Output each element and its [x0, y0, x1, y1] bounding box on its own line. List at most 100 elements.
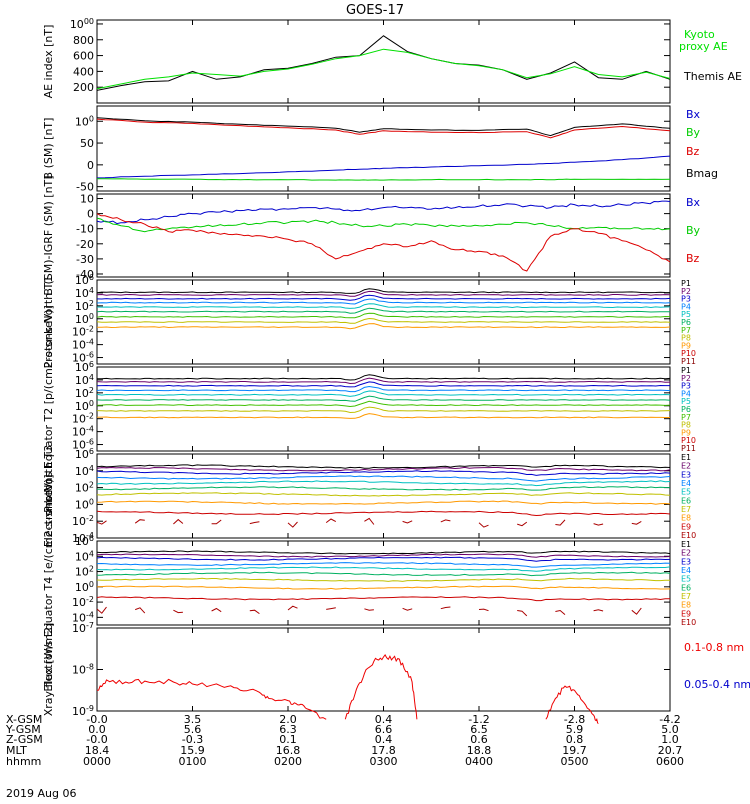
series-line-by	[97, 178, 671, 181]
series-line-bz	[96, 118, 671, 139]
y-tick-label: 100	[75, 579, 94, 594]
series-line-p9	[96, 413, 670, 419]
footer-value: 5.6	[184, 723, 202, 736]
y-tick-label: 106	[75, 534, 94, 549]
series-line-bx	[96, 155, 671, 179]
legend-label: Bz	[686, 145, 700, 158]
footer-value: 0500	[561, 755, 589, 768]
legend-label: Bx	[686, 196, 701, 209]
legend-label: 0.1-0.8 nm	[684, 641, 744, 654]
panel-ae: 200 400 600 800 1000 AE index [nT] Kyotoproxy …	[42, 16, 742, 104]
series-line-p7	[96, 312, 671, 319]
footer-value: 1.0	[661, 733, 679, 746]
footer-value: 0.0	[88, 723, 106, 736]
plot-title: GOES-17	[346, 3, 404, 18]
series-line-p1	[96, 288, 671, 294]
series-line-e3	[96, 470, 671, 476]
series-line-p8	[96, 406, 671, 414]
y-tick-label: 10-2	[72, 595, 94, 610]
y-axis-label: Protons North T1	[42, 276, 55, 369]
y-axis-label: Xray flux [W/m2]	[42, 623, 55, 717]
footer-value: 0400	[465, 755, 493, 768]
legend-label: P4	[681, 389, 691, 398]
series-line-e2	[96, 553, 671, 558]
series-line-p3	[96, 381, 670, 388]
panel-frame	[96, 193, 671, 278]
footer-value: 16.8	[276, 744, 301, 757]
legend-label-proxy-ae: proxy AE	[679, 40, 728, 53]
legend-label: P1	[681, 279, 691, 288]
footer-value: -2.8	[564, 713, 585, 726]
y-tick-label: 0	[87, 159, 94, 172]
series-line-e9	[96, 510, 671, 517]
series-line-e4	[96, 562, 671, 568]
y-tick-label: 100	[75, 114, 94, 129]
y-axis-label: B (SM) [nT]	[42, 118, 55, 180]
legend-label: P10	[681, 436, 696, 445]
series-line-p7	[96, 400, 671, 408]
series-line-bz	[96, 213, 671, 272]
series-line-p8	[96, 317, 671, 324]
footer-value: 0200	[274, 755, 302, 768]
legend-label: P10	[681, 349, 696, 358]
legend-label: P4	[681, 302, 691, 311]
footer-value: 0.4	[375, 713, 393, 726]
y-tick-label: -10	[76, 223, 94, 236]
legend-label: By	[686, 224, 701, 237]
footer-value: 6.6	[375, 723, 393, 736]
legend-label: E6	[681, 496, 691, 505]
legend-bsm: Bx By Bz Bmag	[686, 108, 718, 180]
legend-label: P8	[681, 334, 691, 343]
footer-value: 0600	[656, 755, 684, 768]
y-tick-label: 10-7	[72, 621, 94, 636]
legend-label: E4	[681, 479, 691, 488]
legend-label: P7	[681, 326, 691, 335]
legend-label: P11	[681, 444, 696, 453]
panel-frame	[96, 19, 671, 104]
y-axis-label: Protons Equator T2 [p/(cm2-s-sr-keV)]	[42, 305, 55, 513]
footer-value: 2.0	[279, 713, 297, 726]
series-line-e5	[96, 480, 671, 487]
legend-label: E8	[681, 601, 691, 610]
y-tick-label: 102	[75, 480, 94, 495]
series-line-p6	[96, 395, 671, 402]
y-tick-label: 600	[73, 50, 94, 63]
series-line-e7	[96, 577, 671, 582]
y-tick-label: 50	[80, 137, 94, 150]
legend-label: P8	[681, 421, 691, 430]
legend-label: P6	[681, 318, 691, 327]
y-axis-label: Electrons North T3	[42, 445, 55, 547]
series-line-e1	[96, 464, 671, 469]
legend-label: E1	[681, 453, 691, 462]
footer-value: 17.8	[371, 744, 396, 757]
legend-label: Bz	[686, 252, 700, 265]
legend-label: P9	[681, 428, 691, 437]
y-tick-label: 102	[75, 564, 94, 579]
footer-row-label: Y-GSM	[5, 723, 41, 736]
y-tick-label: 104	[75, 549, 94, 564]
footer-value: 20.7	[658, 744, 683, 757]
legend-label: 0.05-0.4 nm	[684, 678, 750, 691]
series-line-p4	[96, 385, 671, 393]
series-line-bmag	[96, 117, 671, 137]
y-tick-label: 0	[87, 208, 94, 221]
footer-value: 6.3	[279, 723, 297, 736]
footer-value: 6.5	[470, 723, 488, 736]
legend-label-kyoto: Kyoto	[684, 28, 715, 41]
footer-value: 0.6	[470, 733, 488, 746]
panel-bsm: -50 0 50 100 B (SM) [nT] Bx By Bz Bmag	[42, 105, 718, 194]
footer-value: -1.2	[468, 713, 489, 726]
panel-frame	[96, 105, 671, 192]
y-tick-label: 10-2	[72, 514, 94, 529]
legend-label: P7	[681, 413, 691, 422]
y-axis-label: B (SM)-IGRF (SM) [nT]	[42, 175, 55, 295]
footer-value: 0300	[370, 755, 398, 768]
legend-label: E9	[681, 609, 691, 618]
legend-label: E2	[681, 549, 691, 558]
y-tick-label: -40	[76, 268, 94, 281]
series-line-bx	[96, 200, 671, 225]
